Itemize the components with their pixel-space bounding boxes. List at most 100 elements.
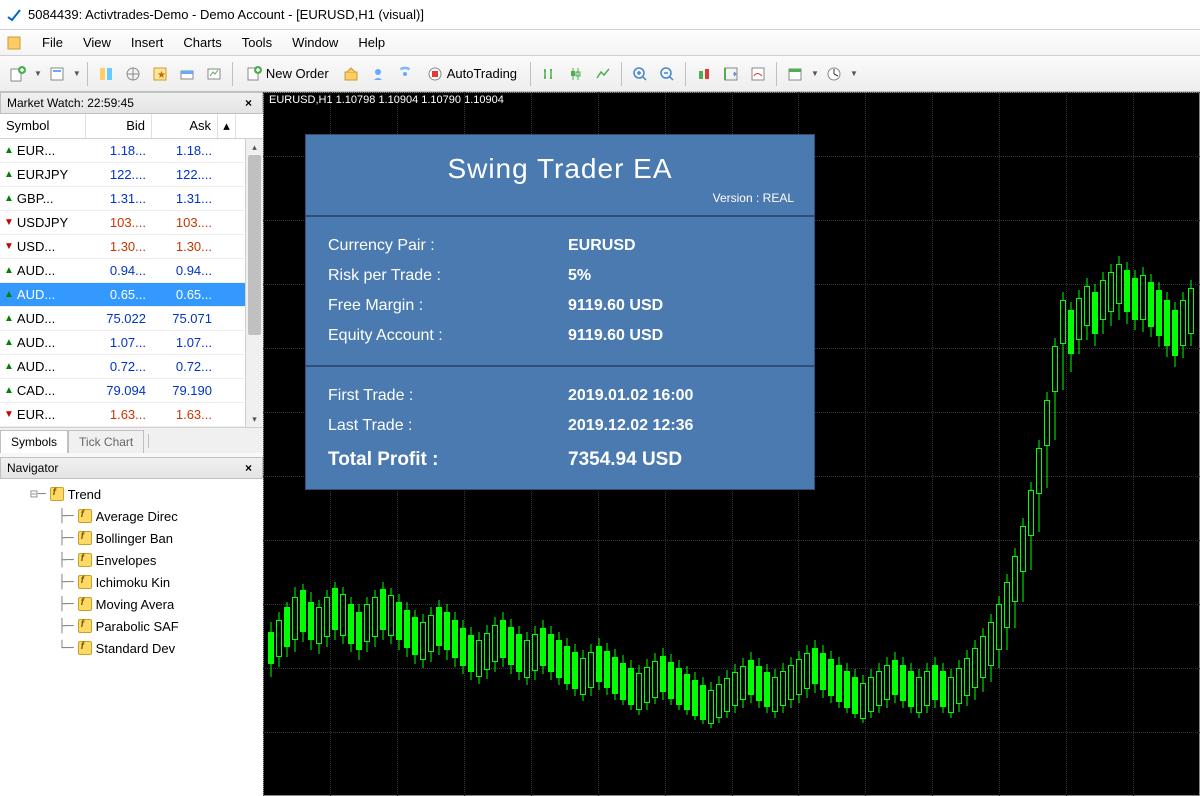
ea-row: Risk per Trade :5% [328, 261, 792, 291]
market-watch-row[interactable]: ▲AUD...0.65...0.65... [0, 283, 263, 307]
market-watch-tabs: Symbols Tick Chart [0, 427, 263, 453]
data-window-button[interactable]: ★ [148, 62, 172, 86]
navigator-button[interactable] [121, 62, 145, 86]
ea-panel: Swing Trader EA Version : REAL Currency … [305, 134, 815, 490]
signals-button[interactable] [393, 62, 417, 86]
zoom-out-button[interactable] [655, 62, 679, 86]
meta-quotes-button[interactable] [339, 62, 363, 86]
menu-insert[interactable]: Insert [121, 31, 174, 54]
candlestick-button[interactable] [564, 62, 588, 86]
bid-header[interactable]: Bid [86, 114, 152, 138]
ea-total-value: 7354.94 USD [568, 449, 682, 471]
dropdown-icon[interactable]: ▼ [811, 69, 819, 78]
market-watch-row[interactable]: ▲AUD...0.72...0.72... [0, 355, 263, 379]
market-watch-header: Market Watch: 22:59:45 × [0, 92, 263, 114]
expert-advisors-button[interactable] [366, 62, 390, 86]
tree-item[interactable]: ├─Bollinger Ban [0, 527, 263, 549]
tree-item[interactable]: ├─Envelopes [0, 549, 263, 571]
menu-view[interactable]: View [73, 31, 121, 54]
ea-total-label: Total Profit : [328, 449, 568, 471]
autotrading-button[interactable]: AutoTrading [420, 63, 524, 85]
bar-chart-button[interactable] [537, 62, 561, 86]
ask-value: 1.30... [152, 239, 218, 254]
dropdown-icon[interactable]: ▼ [850, 69, 858, 78]
svg-text:★: ★ [157, 70, 166, 81]
market-watch-row[interactable]: ▼USD...1.30...1.30... [0, 235, 263, 259]
ask-value: 1.63... [152, 407, 218, 422]
bid-value: 1.31... [86, 191, 152, 206]
strategy-tester-button[interactable] [202, 62, 226, 86]
market-watch-row[interactable]: ▲GBP...1.31...1.31... [0, 187, 263, 211]
symbol-header[interactable]: Symbol [0, 114, 86, 138]
new-order-button[interactable]: New Order [239, 63, 336, 85]
indicators-button[interactable] [746, 62, 770, 86]
down-arrow-icon: ▼ [4, 217, 14, 228]
tick-chart-tab[interactable]: Tick Chart [68, 430, 144, 453]
ea-label: First Trade : [328, 387, 568, 405]
tree-item[interactable]: └─Standard Dev [0, 637, 263, 659]
symbol-text: CAD... [17, 383, 55, 398]
market-watch-row[interactable]: ▲EUR...1.18...1.18... [0, 139, 263, 163]
bid-value: 75.022 [86, 311, 152, 326]
indicator-icon [78, 575, 92, 589]
grid-line [263, 92, 264, 796]
grid-line [263, 668, 1200, 669]
scroll-up-icon[interactable]: ▴ [218, 114, 236, 138]
tree-item[interactable]: ├─Average Direc [0, 505, 263, 527]
menu-file[interactable]: File [32, 31, 73, 54]
dropdown-icon[interactable]: ▼ [73, 69, 81, 78]
tree-label: Envelopes [96, 553, 157, 568]
ea-value: 2019.12.02 12:36 [568, 417, 693, 435]
grid-line [263, 604, 1200, 605]
line-chart-button[interactable] [591, 62, 615, 86]
terminal-button[interactable] [175, 62, 199, 86]
auto-scroll-button[interactable] [692, 62, 716, 86]
market-watch-row[interactable]: ▼USDJPY103....103.... [0, 211, 263, 235]
market-watch-scrollbar[interactable]: ▴ ▾ [245, 139, 263, 427]
ea-label: Last Trade : [328, 417, 568, 435]
dropdown-icon[interactable]: ▼ [34, 69, 42, 78]
market-watch-row[interactable]: ▲AUD...75.02275.071 [0, 307, 263, 331]
market-watch-button[interactable] [94, 62, 118, 86]
ask-header[interactable]: Ask [152, 114, 218, 138]
close-icon[interactable]: × [241, 96, 256, 110]
menu-window[interactable]: Window [282, 31, 348, 54]
market-watch-row[interactable]: ▲AUD...1.07...1.07... [0, 331, 263, 355]
market-watch-row[interactable]: ▲AUD...0.94...0.94... [0, 259, 263, 283]
bid-value: 1.07... [86, 335, 152, 350]
tree-folder-trend[interactable]: ⊟─Trend [0, 483, 263, 505]
app-icon [6, 7, 22, 23]
menu-help[interactable]: Help [348, 31, 395, 54]
tree-item[interactable]: ├─Moving Avera [0, 593, 263, 615]
symbols-tab[interactable]: Symbols [0, 430, 68, 453]
scroll-down-icon[interactable]: ▾ [246, 411, 263, 427]
chart-shift-button[interactable] [719, 62, 743, 86]
ea-label: Currency Pair : [328, 237, 568, 255]
symbol-text: EUR... [17, 407, 55, 422]
tree-item[interactable]: ├─Parabolic SAF [0, 615, 263, 637]
new-chart-button[interactable] [6, 62, 30, 86]
tree-item[interactable]: ├─Ichimoku Kin [0, 571, 263, 593]
periods-button[interactable] [783, 62, 807, 86]
ea-label: Free Margin : [328, 297, 568, 315]
chart-area[interactable]: EURUSD,H1 1.10798 1.10904 1.10790 1.1090… [263, 92, 1200, 796]
market-watch-row[interactable]: ▼EUR...1.63...1.63... [0, 403, 263, 427]
bid-value: 122.... [86, 167, 152, 182]
up-arrow-icon: ▲ [4, 361, 14, 372]
ea-value: 9119.60 USD [568, 327, 663, 345]
scroll-thumb[interactable] [248, 155, 261, 335]
up-arrow-icon: ▲ [4, 265, 14, 276]
folder-icon [50, 487, 64, 501]
close-icon[interactable]: × [241, 461, 256, 475]
menu-charts[interactable]: Charts [173, 31, 231, 54]
zoom-in-button[interactable] [628, 62, 652, 86]
ask-value: 103.... [152, 215, 218, 230]
bid-value: 79.094 [86, 383, 152, 398]
scroll-up-icon[interactable]: ▴ [246, 139, 263, 155]
market-watch-row[interactable]: ▲CAD...79.09479.190 [0, 379, 263, 403]
market-watch-row[interactable]: ▲EURJPY122....122.... [0, 163, 263, 187]
indicator-icon [78, 619, 92, 633]
menu-tools[interactable]: Tools [232, 31, 282, 54]
templates-button[interactable] [822, 62, 846, 86]
profiles-button[interactable] [45, 62, 69, 86]
